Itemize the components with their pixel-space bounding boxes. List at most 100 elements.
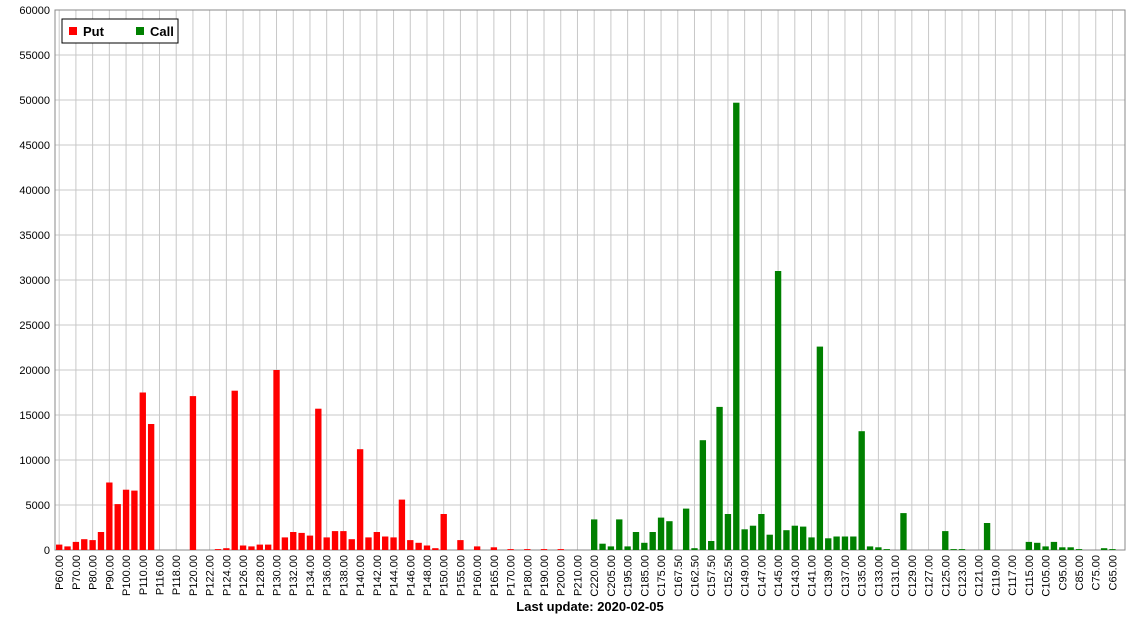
x-tick-label: P170.00 bbox=[506, 555, 518, 596]
bar bbox=[264, 544, 272, 550]
bar bbox=[72, 541, 80, 550]
legend-swatch bbox=[136, 27, 144, 35]
x-tick-label: C145.00 bbox=[773, 555, 785, 597]
x-tick-label: P142.00 bbox=[372, 555, 384, 596]
x-tick-label: C162.50 bbox=[689, 555, 701, 597]
legend-swatch bbox=[69, 27, 77, 35]
x-tick-label: P70.00 bbox=[71, 555, 83, 590]
x-tick-label: P118.00 bbox=[171, 555, 183, 595]
bar bbox=[373, 532, 381, 550]
bar bbox=[223, 548, 230, 550]
bar bbox=[306, 535, 314, 550]
bar bbox=[540, 549, 548, 550]
bar bbox=[390, 537, 397, 550]
x-tick-label: C185.00 bbox=[639, 555, 651, 597]
bar bbox=[850, 536, 857, 550]
bar bbox=[415, 542, 422, 550]
x-tick-label: C195.00 bbox=[623, 555, 635, 597]
bar bbox=[340, 531, 347, 550]
bar bbox=[816, 346, 824, 550]
bar bbox=[89, 540, 96, 550]
bar bbox=[724, 514, 732, 550]
y-tick-label: 55000 bbox=[19, 50, 50, 62]
x-tick-label: C129.00 bbox=[907, 555, 919, 597]
x-tick-label: P120.00 bbox=[188, 555, 200, 596]
bar bbox=[256, 544, 263, 550]
x-tick-label: C167.50 bbox=[673, 555, 685, 597]
bar bbox=[97, 532, 105, 550]
x-tick-label: P136.00 bbox=[322, 555, 334, 596]
legend-label: Put bbox=[83, 24, 105, 39]
x-tick-label: C133.00 bbox=[873, 555, 885, 597]
bar bbox=[983, 523, 991, 550]
x-tick-label: P60.00 bbox=[54, 555, 66, 590]
bar bbox=[56, 544, 63, 550]
bar bbox=[432, 548, 439, 550]
bar bbox=[1059, 547, 1066, 550]
plot-border bbox=[54, 9, 1126, 551]
bar bbox=[524, 549, 531, 550]
bar bbox=[616, 519, 623, 550]
legend-label: Call bbox=[150, 24, 174, 39]
x-tick-label: P160.00 bbox=[472, 555, 484, 596]
bar bbox=[473, 546, 481, 550]
y-tick-label: 5000 bbox=[26, 500, 50, 512]
bar bbox=[407, 540, 414, 550]
bar bbox=[1100, 548, 1108, 550]
bar bbox=[323, 537, 330, 550]
bar bbox=[457, 540, 464, 550]
x-tick-label: C75.00 bbox=[1091, 555, 1103, 590]
x-tick-label: C115.00 bbox=[1024, 555, 1036, 596]
x-tick-label: C205.00 bbox=[606, 555, 618, 597]
x-tick-label: P148.00 bbox=[422, 555, 434, 596]
bar bbox=[649, 532, 656, 550]
x-tick-label: P80.00 bbox=[88, 555, 100, 590]
bar bbox=[666, 521, 673, 550]
bar bbox=[950, 549, 957, 550]
bar bbox=[699, 440, 707, 550]
bar bbox=[799, 526, 807, 550]
bar bbox=[1109, 549, 1116, 550]
bar bbox=[791, 525, 798, 550]
x-tick-label: C125.00 bbox=[940, 555, 952, 597]
bar bbox=[490, 547, 498, 550]
bar bbox=[599, 543, 606, 550]
x-tick-label: P126.00 bbox=[238, 555, 250, 596]
x-tick-label: P138.00 bbox=[338, 555, 350, 596]
x-tick-label: P150.00 bbox=[439, 555, 451, 596]
bar bbox=[507, 549, 514, 550]
x-tick-label: C95.00 bbox=[1057, 555, 1069, 590]
bar bbox=[382, 536, 389, 550]
bar bbox=[632, 532, 640, 550]
bar bbox=[833, 536, 840, 550]
bar bbox=[131, 490, 138, 550]
y-tick-label: 10000 bbox=[19, 455, 50, 467]
bar bbox=[875, 547, 882, 550]
x-tick-label: C121.00 bbox=[974, 555, 986, 597]
footer: Last update: 2020-02-05 bbox=[516, 599, 663, 614]
y-tick-label: 40000 bbox=[19, 185, 50, 197]
bar bbox=[239, 545, 247, 550]
x-tick-label: P155.00 bbox=[455, 555, 467, 596]
x-tick-label: P122.00 bbox=[205, 555, 217, 596]
bar bbox=[691, 548, 698, 550]
bar bbox=[958, 549, 966, 550]
bar bbox=[106, 482, 113, 550]
x-tick-label: P130.00 bbox=[272, 555, 284, 596]
bar bbox=[624, 546, 631, 550]
y-tick-label: 0 bbox=[44, 545, 50, 557]
bar bbox=[841, 536, 849, 550]
x-tick-label: C139.00 bbox=[823, 555, 835, 597]
bar bbox=[1025, 541, 1033, 550]
y-tick-label: 25000 bbox=[19, 320, 50, 332]
bar bbox=[231, 390, 238, 550]
bar bbox=[64, 546, 71, 550]
x-tick-label: P90.00 bbox=[104, 555, 116, 590]
x-tick-label: P116.00 bbox=[154, 555, 166, 595]
bar bbox=[866, 546, 874, 550]
x-tick-label: C65.00 bbox=[1107, 555, 1119, 590]
bar bbox=[122, 489, 130, 550]
bar bbox=[298, 532, 305, 550]
bar bbox=[942, 531, 949, 550]
